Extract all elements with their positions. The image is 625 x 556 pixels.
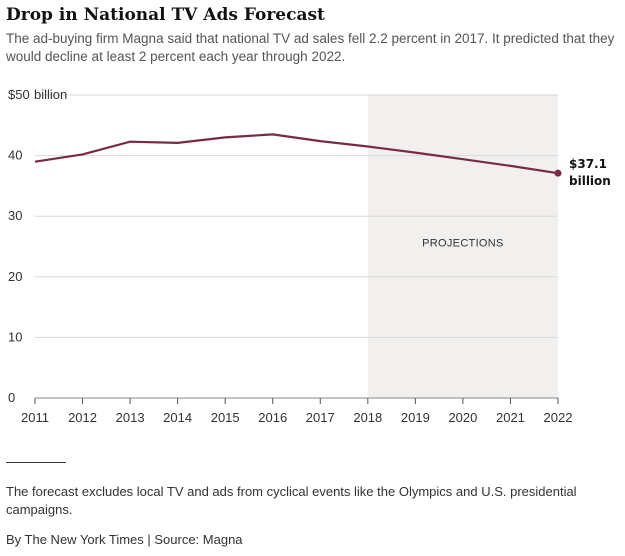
x-tick-label: 2020 xyxy=(448,410,477,425)
chart-title: Drop in National TV Ads Forecast xyxy=(6,5,325,25)
x-tick-label: 2014 xyxy=(163,410,192,425)
y-tick-label: 20 xyxy=(8,269,22,284)
x-tick-label: 2018 xyxy=(353,410,382,425)
x-tick-label: 2016 xyxy=(258,410,287,425)
y-tick-label: 40 xyxy=(8,148,22,163)
credit-line: By The New York Times | Source: Magna xyxy=(6,532,243,547)
footnote: The forecast excludes local TV and ads f… xyxy=(6,484,577,517)
chart-subtitle: The ad-buying firm Magna said that natio… xyxy=(6,31,615,64)
y-unit-label: billion xyxy=(34,87,67,102)
x-tick-label: 2011 xyxy=(21,410,49,425)
series-line xyxy=(34,133,559,175)
gridlines xyxy=(35,94,558,399)
projection-shade xyxy=(367,95,558,398)
x-tick-label: 2019 xyxy=(401,410,430,425)
y-axis: 0 10 20 30 40 $50 billion xyxy=(8,87,67,405)
end-point xyxy=(554,169,562,177)
end-value-label: $37.1 xyxy=(569,157,607,171)
projections-label: PROJECTIONS xyxy=(422,238,504,250)
x-tick-label: 2017 xyxy=(306,410,335,425)
y-tick-label: 10 xyxy=(8,329,22,344)
footnote-divider xyxy=(6,462,66,463)
x-tick-label: 2015 xyxy=(211,410,240,425)
x-tick-label: 2013 xyxy=(116,410,145,425)
x-tick-label: 2012 xyxy=(68,410,97,425)
end-unit-label: billion xyxy=(569,174,611,188)
y-tick-label: $50 xyxy=(8,87,30,102)
line-chart: 0 10 20 30 40 $50 billion 2011 2012 2013 2014 2015… xyxy=(8,87,611,425)
x-tick-label: 2021 xyxy=(496,410,525,425)
y-tick-label: 30 xyxy=(8,208,22,223)
x-axis: 2011 2012 2013 2014 2015 2016 2017 2018 2019 2020… xyxy=(21,398,572,425)
x-tick-label: 2022 xyxy=(544,410,573,425)
y-tick-label: 0 xyxy=(8,390,15,405)
